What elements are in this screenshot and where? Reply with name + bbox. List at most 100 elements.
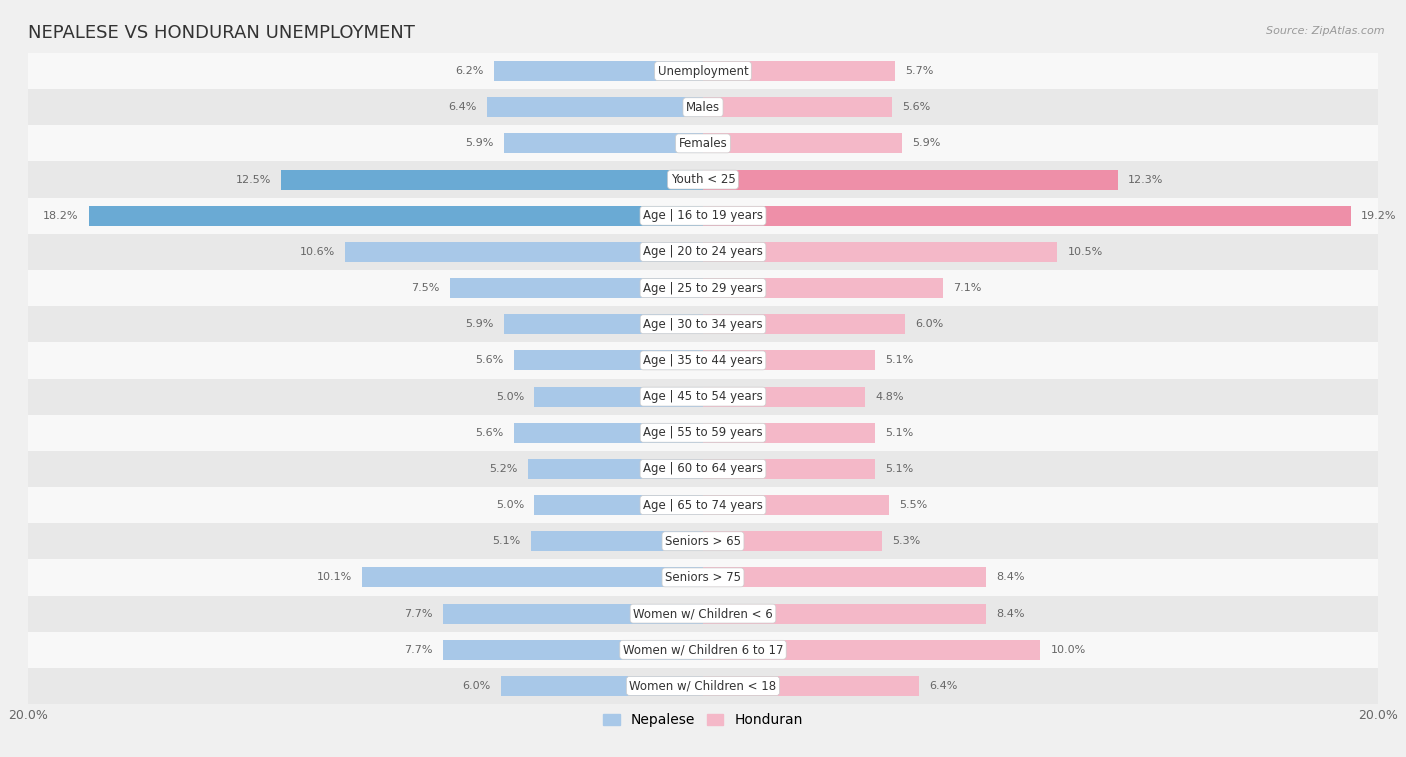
Bar bbox=[703, 98, 891, 117]
Text: Women w/ Children < 6: Women w/ Children < 6 bbox=[633, 607, 773, 620]
Bar bbox=[527, 459, 703, 479]
Bar bbox=[28, 668, 1378, 704]
Text: 5.9%: 5.9% bbox=[465, 139, 494, 148]
Text: 5.1%: 5.1% bbox=[886, 464, 914, 474]
Text: 19.2%: 19.2% bbox=[1361, 210, 1396, 221]
Bar bbox=[703, 387, 865, 407]
Text: 12.3%: 12.3% bbox=[1128, 175, 1164, 185]
Text: 5.9%: 5.9% bbox=[465, 319, 494, 329]
Text: Males: Males bbox=[686, 101, 720, 114]
Text: 18.2%: 18.2% bbox=[44, 210, 79, 221]
Text: 8.4%: 8.4% bbox=[997, 572, 1025, 582]
Bar bbox=[703, 61, 896, 81]
Bar bbox=[494, 61, 703, 81]
Text: Unemployment: Unemployment bbox=[658, 64, 748, 77]
Text: 10.6%: 10.6% bbox=[299, 247, 335, 257]
Bar bbox=[703, 495, 889, 515]
Text: 5.9%: 5.9% bbox=[912, 139, 941, 148]
Text: Seniors > 75: Seniors > 75 bbox=[665, 571, 741, 584]
Text: 10.0%: 10.0% bbox=[1050, 645, 1085, 655]
Bar bbox=[515, 423, 703, 443]
Bar bbox=[703, 423, 875, 443]
Text: 7.5%: 7.5% bbox=[412, 283, 440, 293]
Bar bbox=[89, 206, 703, 226]
Bar bbox=[534, 495, 703, 515]
Bar bbox=[28, 378, 1378, 415]
Bar bbox=[28, 559, 1378, 596]
Text: 7.1%: 7.1% bbox=[953, 283, 981, 293]
Bar bbox=[703, 568, 987, 587]
Bar bbox=[28, 451, 1378, 487]
Bar bbox=[503, 314, 703, 334]
Text: 10.5%: 10.5% bbox=[1067, 247, 1102, 257]
Text: 5.1%: 5.1% bbox=[886, 428, 914, 438]
Bar bbox=[363, 568, 703, 587]
Bar bbox=[703, 206, 1351, 226]
Text: 5.6%: 5.6% bbox=[475, 356, 503, 366]
Text: 6.2%: 6.2% bbox=[456, 66, 484, 76]
Text: 5.5%: 5.5% bbox=[898, 500, 927, 510]
Text: 5.6%: 5.6% bbox=[475, 428, 503, 438]
Bar bbox=[28, 89, 1378, 126]
Bar bbox=[703, 242, 1057, 262]
Bar bbox=[450, 278, 703, 298]
Bar bbox=[703, 133, 903, 154]
Bar bbox=[703, 170, 1118, 189]
Bar bbox=[28, 342, 1378, 378]
Text: 8.4%: 8.4% bbox=[997, 609, 1025, 618]
Bar bbox=[703, 350, 875, 370]
Text: 5.1%: 5.1% bbox=[886, 356, 914, 366]
Bar bbox=[515, 350, 703, 370]
Bar bbox=[28, 234, 1378, 270]
Bar bbox=[28, 487, 1378, 523]
Text: 12.5%: 12.5% bbox=[236, 175, 271, 185]
Bar bbox=[703, 314, 905, 334]
Bar bbox=[703, 459, 875, 479]
Text: Seniors > 65: Seniors > 65 bbox=[665, 534, 741, 548]
Bar bbox=[281, 170, 703, 189]
Bar bbox=[443, 640, 703, 659]
Bar bbox=[443, 603, 703, 624]
Bar bbox=[28, 198, 1378, 234]
Text: Females: Females bbox=[679, 137, 727, 150]
Bar bbox=[28, 53, 1378, 89]
Text: Age | 30 to 34 years: Age | 30 to 34 years bbox=[643, 318, 763, 331]
Bar bbox=[28, 306, 1378, 342]
Text: Source: ZipAtlas.com: Source: ZipAtlas.com bbox=[1267, 26, 1385, 36]
Text: Age | 55 to 59 years: Age | 55 to 59 years bbox=[643, 426, 763, 439]
Bar bbox=[28, 161, 1378, 198]
Bar bbox=[703, 278, 942, 298]
Text: Age | 65 to 74 years: Age | 65 to 74 years bbox=[643, 499, 763, 512]
Text: 6.4%: 6.4% bbox=[929, 681, 957, 691]
Bar bbox=[534, 387, 703, 407]
Text: 7.7%: 7.7% bbox=[405, 609, 433, 618]
Bar bbox=[703, 640, 1040, 659]
Text: Youth < 25: Youth < 25 bbox=[671, 173, 735, 186]
Text: 5.2%: 5.2% bbox=[489, 464, 517, 474]
Text: 7.7%: 7.7% bbox=[405, 645, 433, 655]
Text: 6.0%: 6.0% bbox=[915, 319, 943, 329]
Bar bbox=[703, 531, 882, 551]
Text: NEPALESE VS HONDURAN UNEMPLOYMENT: NEPALESE VS HONDURAN UNEMPLOYMENT bbox=[28, 24, 415, 42]
Bar bbox=[503, 133, 703, 154]
Bar bbox=[28, 270, 1378, 306]
Text: Women w/ Children < 18: Women w/ Children < 18 bbox=[630, 680, 776, 693]
Bar bbox=[28, 631, 1378, 668]
Text: 6.0%: 6.0% bbox=[463, 681, 491, 691]
Text: 5.3%: 5.3% bbox=[891, 536, 920, 547]
Text: 5.0%: 5.0% bbox=[496, 500, 524, 510]
Bar bbox=[28, 126, 1378, 161]
Bar bbox=[703, 676, 920, 696]
Bar bbox=[486, 98, 703, 117]
Text: Age | 35 to 44 years: Age | 35 to 44 years bbox=[643, 354, 763, 367]
Text: 6.4%: 6.4% bbox=[449, 102, 477, 112]
Bar bbox=[346, 242, 703, 262]
Text: Age | 45 to 54 years: Age | 45 to 54 years bbox=[643, 390, 763, 403]
Bar bbox=[28, 523, 1378, 559]
Text: 5.0%: 5.0% bbox=[496, 391, 524, 401]
Text: Age | 60 to 64 years: Age | 60 to 64 years bbox=[643, 463, 763, 475]
Text: 5.7%: 5.7% bbox=[905, 66, 934, 76]
Bar bbox=[28, 596, 1378, 631]
Bar bbox=[531, 531, 703, 551]
Bar bbox=[28, 415, 1378, 451]
